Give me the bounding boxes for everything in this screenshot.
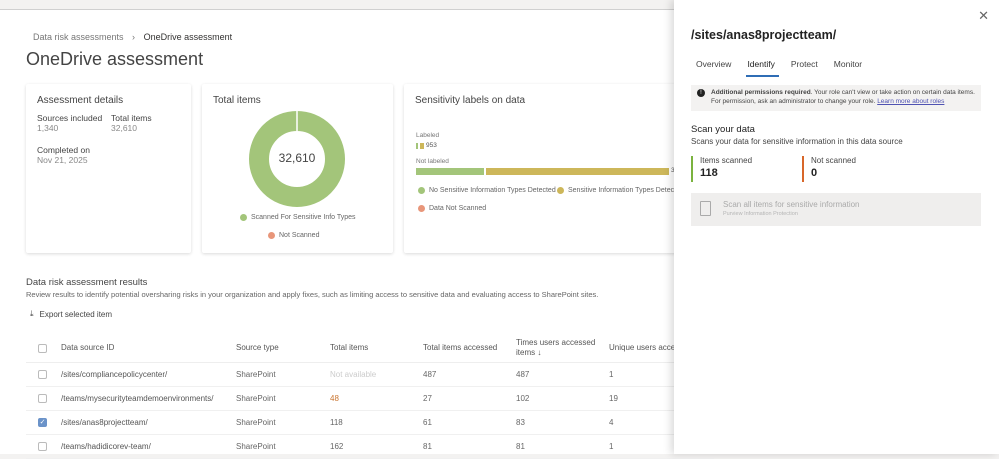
card-title: Total items xyxy=(213,95,261,106)
row-checkbox[interactable]: ✓ xyxy=(38,417,47,427)
total-items: 118 xyxy=(330,410,423,435)
total-items-accessed: 27 xyxy=(423,386,516,411)
not-labeled-label: Not labeled xyxy=(416,158,449,165)
data-source-id[interactable]: /teams/hadidicorev-team/ xyxy=(61,434,236,459)
data-source-id[interactable]: /sites/anas8projectteam/ xyxy=(61,410,236,435)
info-icon: ! xyxy=(697,89,705,97)
card-title: Sensitivity labels on data xyxy=(415,95,526,106)
column-header[interactable]: Source type xyxy=(236,335,330,363)
row-checkbox[interactable] xyxy=(38,441,47,451)
sort-down-icon: ↓ xyxy=(537,348,542,358)
assessment-details-card: Assessment details Sources included 1,34… xyxy=(26,84,191,253)
total-items: 48 xyxy=(330,386,423,411)
page-title: OneDrive assessment xyxy=(26,49,204,69)
legend-item: Scanned For Sensitive Info Types xyxy=(240,214,356,221)
legend-item: Not Scanned xyxy=(268,232,319,239)
total-items: 162 xyxy=(330,434,423,459)
not-scanned-stat: Not scanned 0 xyxy=(802,156,856,182)
table-row[interactable]: /teams/hadidicorev-team/ SharePoint 162 … xyxy=(26,434,714,459)
tab-identify[interactable]: Identify xyxy=(746,59,784,77)
table-row[interactable]: ✓ /sites/anas8projectteam/ SharePoint 11… xyxy=(26,410,714,435)
legend-item: No Sensitive Information Types Detected xyxy=(418,187,556,194)
times-accessed: 487 xyxy=(516,362,609,387)
table-row[interactable]: /teams/mysecurityteamdemoenvironments/ S… xyxy=(26,386,714,411)
chevron-right-icon: › xyxy=(132,32,136,42)
select-all-checkbox[interactable] xyxy=(38,343,47,353)
column-header[interactable]: Times users accessed items ↓ xyxy=(516,335,609,363)
column-header[interactable]: Data source ID xyxy=(61,335,236,363)
times-accessed: 102 xyxy=(516,386,609,411)
source-type: SharePoint xyxy=(236,410,330,435)
table-header: Data source ID Source type Total items T… xyxy=(26,335,714,363)
close-icon[interactable]: ✕ xyxy=(978,8,989,23)
export-button[interactable]: ⤓ Export selected item xyxy=(30,309,113,319)
bar-no-sit xyxy=(416,168,484,175)
results-table: Data source ID Source type Total items T… xyxy=(26,335,714,459)
total-items-accessed: 487 xyxy=(423,362,516,387)
data-source-id[interactable]: /sites/compliancepolicycenter/ xyxy=(61,362,236,387)
breadcrumb-parent[interactable]: Data risk assessments xyxy=(33,32,124,42)
source-type: SharePoint xyxy=(236,386,330,411)
breadcrumb: Data risk assessments › OneDrive assessm… xyxy=(33,32,232,42)
labeled-label: Labeled xyxy=(416,132,440,139)
details-panel: ✕ /sites/anas8projectteam/ Overview Iden… xyxy=(674,0,999,454)
tab-overview[interactable]: Overview xyxy=(696,59,732,69)
source-type: SharePoint xyxy=(236,362,330,387)
total-items-accessed: 81 xyxy=(423,434,516,459)
row-checkbox[interactable] xyxy=(38,393,47,403)
labeled-bar: 953 xyxy=(416,142,437,149)
sensitivity-card: Sensitivity labels on data Labeled 953 N… xyxy=(404,84,694,253)
tab-protect[interactable]: Protect xyxy=(790,59,818,69)
donut-center-value: 32,610 xyxy=(278,151,316,165)
not-labeled-value: 3 xyxy=(671,167,675,174)
panel-title: /sites/anas8projectteam/ xyxy=(691,28,837,42)
source-type: SharePoint xyxy=(236,434,330,459)
donut-chart xyxy=(249,111,345,207)
sources-value: 1,340 xyxy=(37,123,59,133)
total-label: Total items xyxy=(111,113,152,123)
legend-item: Sensitive Information Types Detected xyxy=(557,187,684,194)
scan-title: Scan your data xyxy=(691,124,755,135)
total-items: Not available xyxy=(330,362,423,387)
times-accessed: 83 xyxy=(516,410,609,435)
file-lock-icon xyxy=(700,201,711,216)
scan-all-button[interactable]: Scan all items for sensitive information… xyxy=(691,193,981,226)
times-accessed: 81 xyxy=(516,434,609,459)
bar-sit xyxy=(486,168,669,175)
permissions-banner: ! Additional permissions required. Your … xyxy=(691,85,981,111)
breadcrumb-current: OneDrive assessment xyxy=(143,32,233,42)
learn-more-link[interactable]: Learn more about roles xyxy=(877,98,945,105)
sources-label: Sources included xyxy=(37,113,103,123)
total-value: 32,610 xyxy=(111,123,137,133)
completed-label: Completed on xyxy=(37,145,90,155)
completed-value: Nov 21, 2025 xyxy=(37,155,88,165)
tab-monitor[interactable]: Monitor xyxy=(833,59,863,69)
legend-item: Data Not Scanned xyxy=(418,205,486,212)
scan-description: Scans your data for sensitive informatio… xyxy=(691,137,903,146)
download-icon: ⤓ xyxy=(30,309,34,318)
total-items-accessed: 61 xyxy=(423,410,516,435)
column-header[interactable]: Total items accessed xyxy=(423,335,516,363)
row-checkbox[interactable] xyxy=(38,369,47,379)
results-title: Data risk assessment results xyxy=(26,277,148,288)
total-items-card: Total items 32,610 Scanned For Sensitive… xyxy=(202,84,393,253)
items-scanned-stat: Items scanned 118 xyxy=(691,156,752,182)
card-title: Assessment details xyxy=(37,95,124,106)
panel-tabs: Overview Identify Protect Monitor xyxy=(696,59,878,77)
data-source-id[interactable]: /teams/mysecurityteamdemoenvironments/ xyxy=(61,386,236,411)
column-header[interactable]: Total items xyxy=(330,335,423,363)
table-row[interactable]: /sites/compliancepolicycenter/ SharePoin… xyxy=(26,362,714,387)
results-description: Review results to identify potential ove… xyxy=(26,290,599,299)
